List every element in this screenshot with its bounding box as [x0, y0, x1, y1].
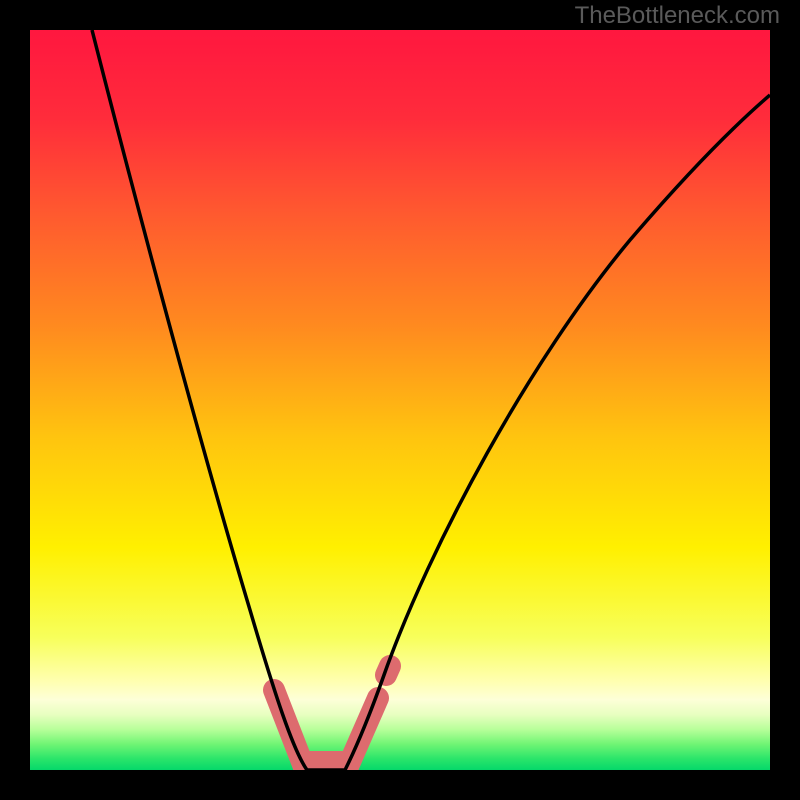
watermark-text: TheBottleneck.com — [575, 2, 780, 30]
bottleneck-chart — [0, 0, 800, 800]
plot-area — [30, 30, 770, 770]
